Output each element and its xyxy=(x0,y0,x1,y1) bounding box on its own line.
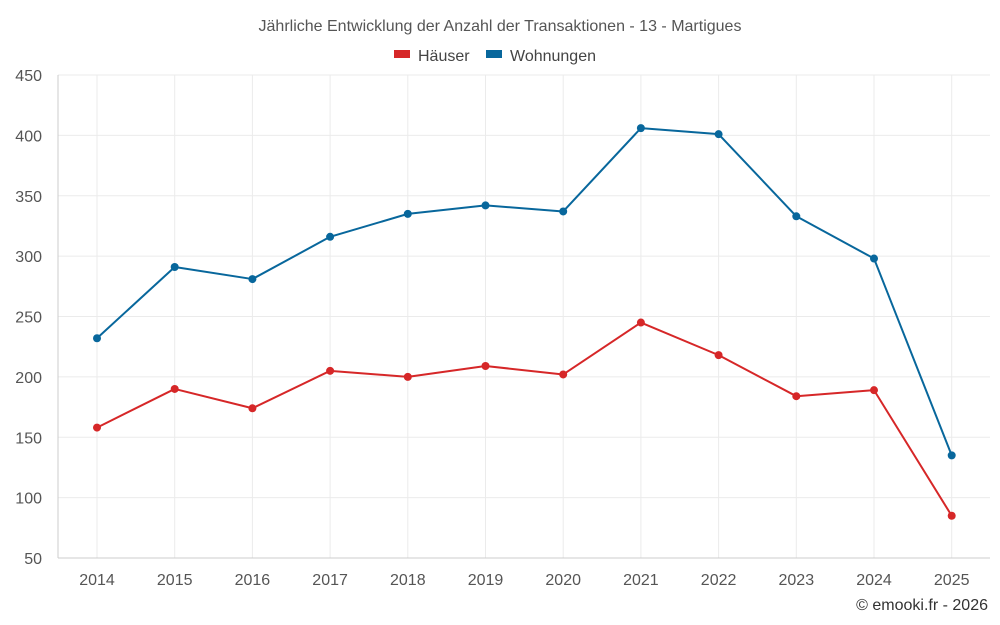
x-tick-label: 2020 xyxy=(545,572,581,589)
legend: Häuser Wohnungen xyxy=(394,48,596,65)
series-line-wohnungen xyxy=(96,127,953,456)
credit-text: © emooki.fr - 2026 xyxy=(856,597,988,614)
legend-label-haeuser: Häuser xyxy=(418,48,470,65)
x-tick-label: 2017 xyxy=(312,572,348,589)
y-tick-label: 50 xyxy=(24,551,42,568)
x-tick-label: 2018 xyxy=(390,572,426,589)
y-tick-label: 250 xyxy=(15,310,42,327)
data-point-wohnungen xyxy=(636,124,645,133)
data-point-wohnungen xyxy=(170,262,179,271)
x-tick-label: 2014 xyxy=(79,572,115,589)
data-point-haeuser xyxy=(870,386,878,395)
data-point-wohnungen xyxy=(248,275,257,284)
chart-title: Jährliche Entwicklung der Anzahl der Tra… xyxy=(259,18,742,35)
legend-swatch-wohnungen xyxy=(486,50,502,58)
y-tick-label: 100 xyxy=(15,491,42,508)
x-tick-label: 2025 xyxy=(934,572,970,589)
series-lines xyxy=(93,124,956,520)
data-point-haeuser xyxy=(636,318,645,327)
data-point-wohnungen xyxy=(481,201,490,210)
axes: 50 100 150 200 250 300 350 400 450 2014 2015 2016 20… xyxy=(15,68,990,589)
y-tick-label: 150 xyxy=(15,430,42,447)
data-point-haeuser xyxy=(792,392,801,401)
data-point-wohnungen xyxy=(403,209,412,218)
y-tick-label: 200 xyxy=(15,370,42,387)
y-tick-label: 350 xyxy=(15,189,42,206)
grid xyxy=(58,74,990,558)
y-tick-label: 450 xyxy=(15,68,42,85)
data-point-wohnungen xyxy=(93,334,101,343)
data-point-haeuser xyxy=(714,351,723,360)
x-tick-label: 2024 xyxy=(856,572,892,589)
data-point-haeuser xyxy=(93,423,101,432)
data-point-haeuser xyxy=(170,384,179,393)
series-line-haeuser xyxy=(96,321,953,517)
data-point-haeuser xyxy=(559,370,568,379)
x-tick-label: 2015 xyxy=(157,572,193,589)
legend-swatch-haeuser xyxy=(394,50,410,58)
legend-label-wohnungen: Wohnungen xyxy=(510,48,596,65)
data-point-haeuser xyxy=(326,366,335,375)
data-point-haeuser xyxy=(947,511,956,520)
data-point-wohnungen xyxy=(947,451,956,460)
data-point-haeuser xyxy=(403,372,412,381)
x-tick-label: 2022 xyxy=(701,572,737,589)
data-point-haeuser xyxy=(248,404,257,413)
data-point-wohnungen xyxy=(326,232,335,241)
data-point-wohnungen xyxy=(714,130,723,139)
x-tick-label: 2021 xyxy=(623,572,659,589)
y-tick-label: 400 xyxy=(15,128,42,145)
data-point-wohnungen xyxy=(870,254,878,263)
data-point-haeuser xyxy=(481,362,490,371)
x-tick-label: 2016 xyxy=(235,572,271,589)
data-point-wohnungen xyxy=(792,212,801,221)
y-tick-label: 300 xyxy=(15,249,42,266)
x-tick-label: 2023 xyxy=(779,572,815,589)
x-tick-label: 2019 xyxy=(468,572,504,589)
data-point-wohnungen xyxy=(559,207,568,216)
